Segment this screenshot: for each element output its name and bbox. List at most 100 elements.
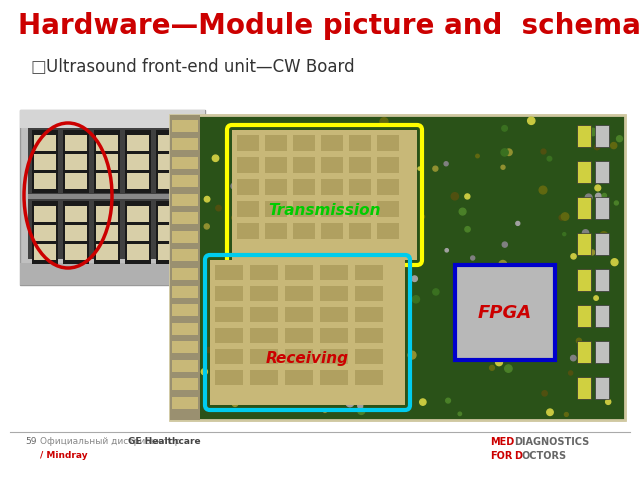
Bar [377,201,399,217]
Circle shape [589,128,596,136]
Circle shape [539,297,544,302]
Bar [127,154,149,170]
Circle shape [614,201,618,205]
Circle shape [559,215,564,220]
Circle shape [527,272,532,277]
Bar [172,175,198,187]
Circle shape [605,399,611,404]
Bar [265,223,287,239]
Bar [355,370,383,385]
Circle shape [590,250,595,255]
Bar [349,157,371,173]
Bar [237,201,259,217]
Bar [32,201,58,264]
Text: DIAGNOSTICS: DIAGNOSTICS [514,437,589,447]
Bar [577,197,591,219]
Circle shape [547,409,553,416]
Bar [293,179,315,195]
Circle shape [561,213,569,220]
Bar [285,349,313,364]
Circle shape [499,261,507,268]
Circle shape [616,136,623,142]
Bar [215,349,243,364]
Text: FOR: FOR [490,451,513,461]
Bar [250,307,278,322]
Bar [349,179,371,195]
Circle shape [215,353,220,358]
Circle shape [204,196,210,202]
Circle shape [362,328,366,332]
Circle shape [213,326,219,332]
Circle shape [346,399,354,407]
Bar [595,233,609,255]
Bar [172,267,198,279]
Circle shape [177,317,181,321]
Circle shape [278,356,284,361]
Bar [595,161,609,183]
Circle shape [602,193,607,198]
Bar [321,179,343,195]
Circle shape [502,242,508,247]
Bar [34,206,56,222]
Bar [94,201,120,264]
Circle shape [595,185,601,191]
Bar [65,154,87,170]
Bar [96,135,118,151]
Circle shape [373,323,378,327]
Circle shape [344,272,351,279]
Circle shape [542,391,547,396]
Text: Receiving: Receiving [266,351,349,366]
Bar [172,249,198,261]
Circle shape [380,118,388,126]
Bar [237,223,259,239]
Bar [250,286,278,301]
Bar [250,370,278,385]
Bar [237,135,259,151]
Bar [321,157,343,173]
Bar [65,135,87,151]
Circle shape [326,214,330,218]
Circle shape [459,208,466,215]
Bar [158,225,180,241]
Bar [96,244,118,260]
Text: MED: MED [490,437,515,447]
Bar [285,328,313,343]
Bar [320,349,348,364]
Circle shape [564,412,568,416]
Text: Официальный дистрибьютор: Официальный дистрибьютор [40,437,183,446]
Bar [170,115,625,420]
Bar [127,173,149,189]
Bar [577,377,591,399]
Circle shape [204,224,209,229]
Bar [34,225,56,241]
Circle shape [287,338,295,346]
Circle shape [232,215,238,221]
Circle shape [611,143,617,149]
Text: Ultrasound front-end unit—CW Board: Ultrasound front-end unit—CW Board [46,58,355,76]
Bar [156,201,182,264]
Bar [170,115,625,420]
Circle shape [476,154,479,158]
Bar [265,135,287,151]
Bar [158,135,180,151]
Circle shape [582,230,589,236]
Bar [293,157,315,173]
Circle shape [568,371,573,375]
Bar [215,286,243,301]
Bar [285,265,313,280]
Circle shape [445,249,449,252]
Bar [237,179,259,195]
Circle shape [288,272,296,279]
Circle shape [516,221,520,226]
Circle shape [360,227,365,232]
Circle shape [236,249,242,255]
Circle shape [323,409,327,412]
Text: □: □ [30,58,45,76]
Bar [321,135,343,151]
Bar [172,304,198,316]
Circle shape [418,167,421,170]
Circle shape [340,347,344,351]
Bar [172,230,198,242]
Text: FPGA: FPGA [478,303,532,322]
Circle shape [465,227,470,232]
